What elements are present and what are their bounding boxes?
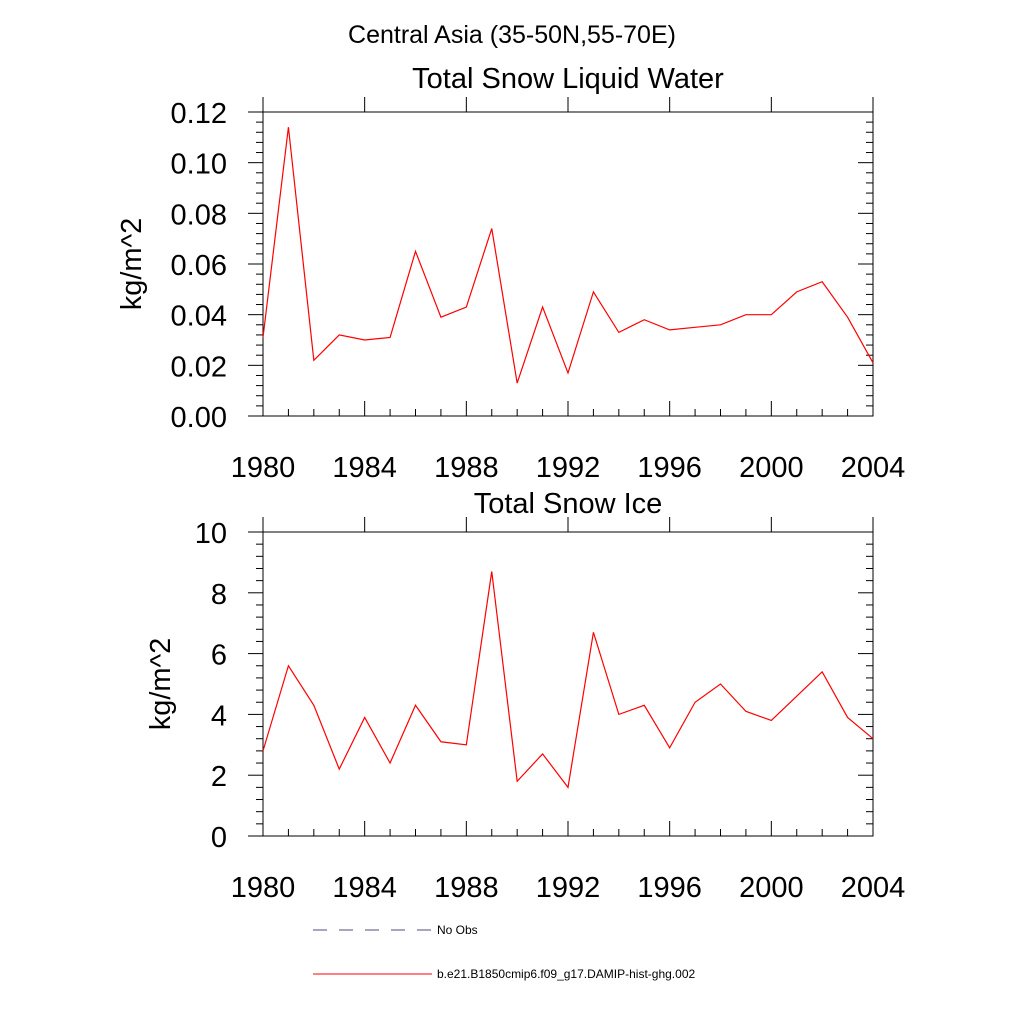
plot-frame	[262, 111, 874, 417]
y-tick-label: 0.08	[171, 199, 227, 231]
legend-label-no-obs: No Obs	[437, 923, 478, 937]
y-tick-label: 0.02	[171, 351, 227, 383]
x-tick-label: 1984	[332, 452, 397, 484]
series-line	[262, 571, 874, 789]
y-tick-label: 0.10	[171, 149, 227, 181]
x-tick-label: 1980	[231, 452, 296, 484]
y-tick-label: 8	[211, 579, 227, 611]
plot-frame	[262, 531, 874, 837]
x-tick-label: 2000	[739, 872, 804, 904]
x-tick-label: 1984	[332, 872, 397, 904]
x-tick-label: 1996	[637, 452, 702, 484]
y-axis-label: kg/m^2	[145, 638, 177, 731]
x-tick-label: 2004	[841, 452, 906, 484]
y-tick-label: 0.06	[171, 250, 227, 282]
legend: No Obs b.e21.B1850cmip6.f09_g17.DAMIP-hi…	[313, 923, 695, 981]
panel-title: Total Snow Ice	[474, 488, 663, 520]
y-tick-label: 6	[211, 640, 227, 672]
y-tick-label: 2	[211, 761, 227, 793]
x-tick-label: 2000	[739, 452, 804, 484]
x-tick-label: 1996	[637, 872, 702, 904]
chart-panel-snow-liquid-water: Total Snow Liquid Water kg/m^2 1980 1984 1…	[116, 63, 905, 484]
panel-title: Total Snow Liquid Water	[412, 63, 724, 95]
x-tick-label: 1992	[536, 452, 601, 484]
chart-panel-snow-ice: Total Snow Ice kg/m^2 1980 1984 1988 1992 19…	[145, 488, 905, 904]
series-line	[262, 127, 874, 384]
y-tick-label: 0	[211, 822, 227, 854]
x-tick-label: 1992	[536, 872, 601, 904]
y-tick-label: 4	[211, 700, 227, 732]
y-tick-label: 0.04	[171, 301, 227, 333]
x-tick-label: 1988	[434, 452, 499, 484]
x-tick-label: 2004	[841, 872, 906, 904]
y-axis-label: kg/m^2	[116, 218, 148, 311]
y-tick-label: 0.12	[171, 98, 227, 130]
figure-super-title: Central Asia (35-50N,55-70E)	[348, 21, 676, 49]
y-tick-label: 10	[195, 518, 227, 550]
y-tick-label: 0.00	[171, 402, 227, 434]
x-tick-label: 1980	[231, 872, 296, 904]
x-tick-label: 1988	[434, 872, 499, 904]
legend-label-model-run: b.e21.B1850cmip6.f09_g17.DAMIP-hist-ghg.…	[437, 967, 695, 981]
